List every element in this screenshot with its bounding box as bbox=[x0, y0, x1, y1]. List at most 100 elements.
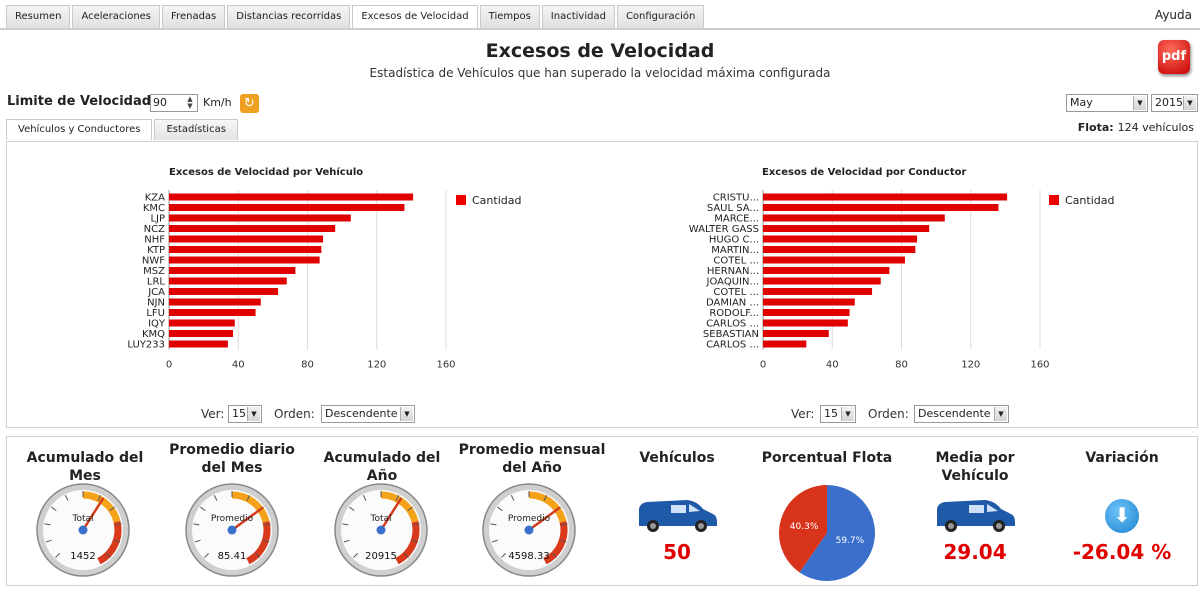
bar bbox=[763, 193, 1008, 201]
gauge-tick bbox=[200, 506, 206, 512]
pdf-export-icon[interactable]: pdf bbox=[1158, 40, 1190, 74]
tab-configuracion[interactable]: Configuración bbox=[616, 5, 705, 28]
gauge-hub bbox=[524, 525, 534, 535]
bar bbox=[169, 246, 322, 253]
y-tick-label: LUY233 bbox=[127, 340, 165, 351]
gauge-hub bbox=[227, 525, 237, 535]
van-icon bbox=[639, 500, 717, 532]
tab-resumen[interactable]: Resumen bbox=[6, 5, 71, 28]
ver-label: Ver: bbox=[791, 407, 815, 421]
bar bbox=[763, 288, 873, 295]
gauge-value: 85.41 bbox=[218, 551, 247, 562]
gauge-tick bbox=[246, 495, 251, 501]
orden-select-value: Descendente bbox=[325, 407, 398, 420]
gauge-tick bbox=[560, 539, 567, 543]
gauge-tick bbox=[510, 495, 515, 501]
kpi-vehiculos-value: 50 bbox=[663, 540, 691, 564]
y-tick-label: NJN bbox=[147, 298, 165, 309]
y-tick-label: KMQ bbox=[142, 329, 165, 340]
y-tick-label: HERNAN... bbox=[707, 266, 759, 277]
kpi-media-value: 29.04 bbox=[943, 540, 1007, 564]
gauge-tick bbox=[342, 523, 349, 526]
fleet-count: Flota: 124 vehículos bbox=[1078, 121, 1194, 134]
page-title: Excesos de Velocidad bbox=[485, 40, 715, 62]
bar bbox=[763, 267, 890, 274]
vehicle-chart-legend: Cantidad bbox=[456, 194, 521, 207]
y-tick-label: JOAQUIN... bbox=[706, 277, 759, 288]
tab-aceleraciones[interactable]: Aceleraciones bbox=[72, 5, 161, 28]
x-tick-label: 0 bbox=[760, 360, 766, 371]
tab-frenadas[interactable]: Frenadas bbox=[162, 5, 226, 28]
tab-inactividad[interactable]: Inactividad bbox=[541, 5, 615, 28]
gauge-promedio-mes: Promedio 85.41 bbox=[185, 483, 279, 577]
tab-vehiculos-conductores[interactable]: Vehículos y Conductores bbox=[6, 119, 153, 140]
year-select-value: 2015 bbox=[1155, 96, 1183, 109]
tab-estadisticas[interactable]: Estadísticas bbox=[154, 119, 238, 140]
vehicle-chart-title: Excesos de Velocidad por Vehículo bbox=[169, 167, 364, 178]
gauge-tick bbox=[64, 495, 69, 501]
tab-tiempos[interactable]: Tiempos bbox=[479, 5, 540, 28]
y-tick-label: MARTIN... bbox=[711, 245, 759, 256]
speed-unit-label: Km/h bbox=[203, 96, 232, 109]
tab-distancias[interactable]: Distancias recorridas bbox=[227, 5, 351, 28]
arrow-down-icon: ⬇ bbox=[1105, 499, 1139, 533]
kpi-variacion-value: -26.04 % bbox=[1072, 540, 1172, 564]
bar bbox=[763, 235, 918, 243]
tab-excesos-velocidad[interactable]: Excesos de Velocidad bbox=[352, 5, 478, 28]
y-tick-label: CARLOS ... bbox=[706, 319, 759, 330]
gauge-band-danger bbox=[543, 521, 568, 565]
y-tick-label: HUGO C... bbox=[709, 235, 759, 246]
gauge-band-danger bbox=[246, 521, 271, 565]
y-tick-label: COTEL ... bbox=[713, 256, 759, 267]
help-link[interactable]: Ayuda bbox=[1154, 8, 1192, 22]
speed-limit-input[interactable]: 90 ▲ ▼ bbox=[150, 94, 198, 112]
gauge-tick bbox=[543, 495, 548, 501]
pie-label: 40.3% bbox=[790, 522, 819, 532]
gauge-needle bbox=[81, 497, 105, 531]
gauge-tick bbox=[213, 495, 218, 501]
year-select[interactable]: 2015 ▼ bbox=[1151, 94, 1198, 112]
y-tick-label: KMC bbox=[143, 203, 165, 214]
bar bbox=[763, 256, 905, 264]
van-icon bbox=[937, 500, 1015, 532]
gauge-value: 20915 bbox=[365, 551, 397, 562]
refresh-icon[interactable]: ↻ bbox=[240, 94, 259, 113]
orden-select[interactable]: Descendente ▼ bbox=[914, 405, 1009, 423]
driver-bar-chart: 0 40 80 120 160 CRISTU...SAUL SA...MARCE...WA… bbox=[689, 190, 1050, 371]
ver-select[interactable]: 15 ▼ bbox=[820, 405, 856, 423]
gauge-tick bbox=[403, 552, 409, 558]
gauge-tick bbox=[194, 539, 201, 543]
x-tick-label: 40 bbox=[826, 360, 839, 371]
gauge-band-warning bbox=[231, 491, 270, 523]
y-tick-label: DAMIAN ... bbox=[706, 298, 759, 309]
y-tick-label: CARLOS ... bbox=[706, 340, 759, 351]
gauge-tick bbox=[561, 523, 568, 526]
ver-select[interactable]: 15 ▼ bbox=[228, 405, 262, 423]
gauge-tick bbox=[254, 552, 260, 558]
y-tick-label: LFU bbox=[146, 308, 165, 319]
gauge-tick bbox=[353, 552, 359, 558]
gauge-tick bbox=[551, 552, 557, 558]
speed-limit-stepper-icon[interactable]: ▲ ▼ bbox=[187, 95, 193, 110]
ver-select-value: 15 bbox=[824, 407, 838, 420]
month-select[interactable]: May ▼ bbox=[1066, 94, 1148, 112]
kpi-acumulado-anio-title: Acumulado del Año bbox=[323, 450, 441, 484]
bar bbox=[763, 214, 945, 222]
gauge-tick bbox=[349, 506, 355, 512]
vehicle-bar-chart: 0 40 80 120 160 KZAKMCLJPNCZNHFKTPNWFMSZLRLJC… bbox=[127, 190, 456, 371]
gauge-band-warning bbox=[82, 491, 121, 523]
driver-chart-legend: Cantidad bbox=[1049, 194, 1114, 207]
ver-select-value: 15 bbox=[232, 407, 246, 420]
orden-select[interactable]: Descendente ▼ bbox=[321, 405, 415, 423]
bar bbox=[169, 340, 228, 348]
bar bbox=[169, 225, 336, 232]
chevron-down-icon: ▼ bbox=[994, 407, 1007, 421]
legend-swatch bbox=[456, 195, 466, 205]
gauge-tick bbox=[491, 539, 498, 543]
kpi-acumulado-mes-title: Acumulado del Mes bbox=[26, 450, 144, 484]
gauge-tick bbox=[45, 539, 52, 543]
gauge-tick bbox=[264, 523, 271, 526]
y-tick-label: MARCE... bbox=[714, 214, 759, 225]
bar bbox=[763, 225, 930, 232]
orden-label: Orden: bbox=[868, 407, 909, 421]
